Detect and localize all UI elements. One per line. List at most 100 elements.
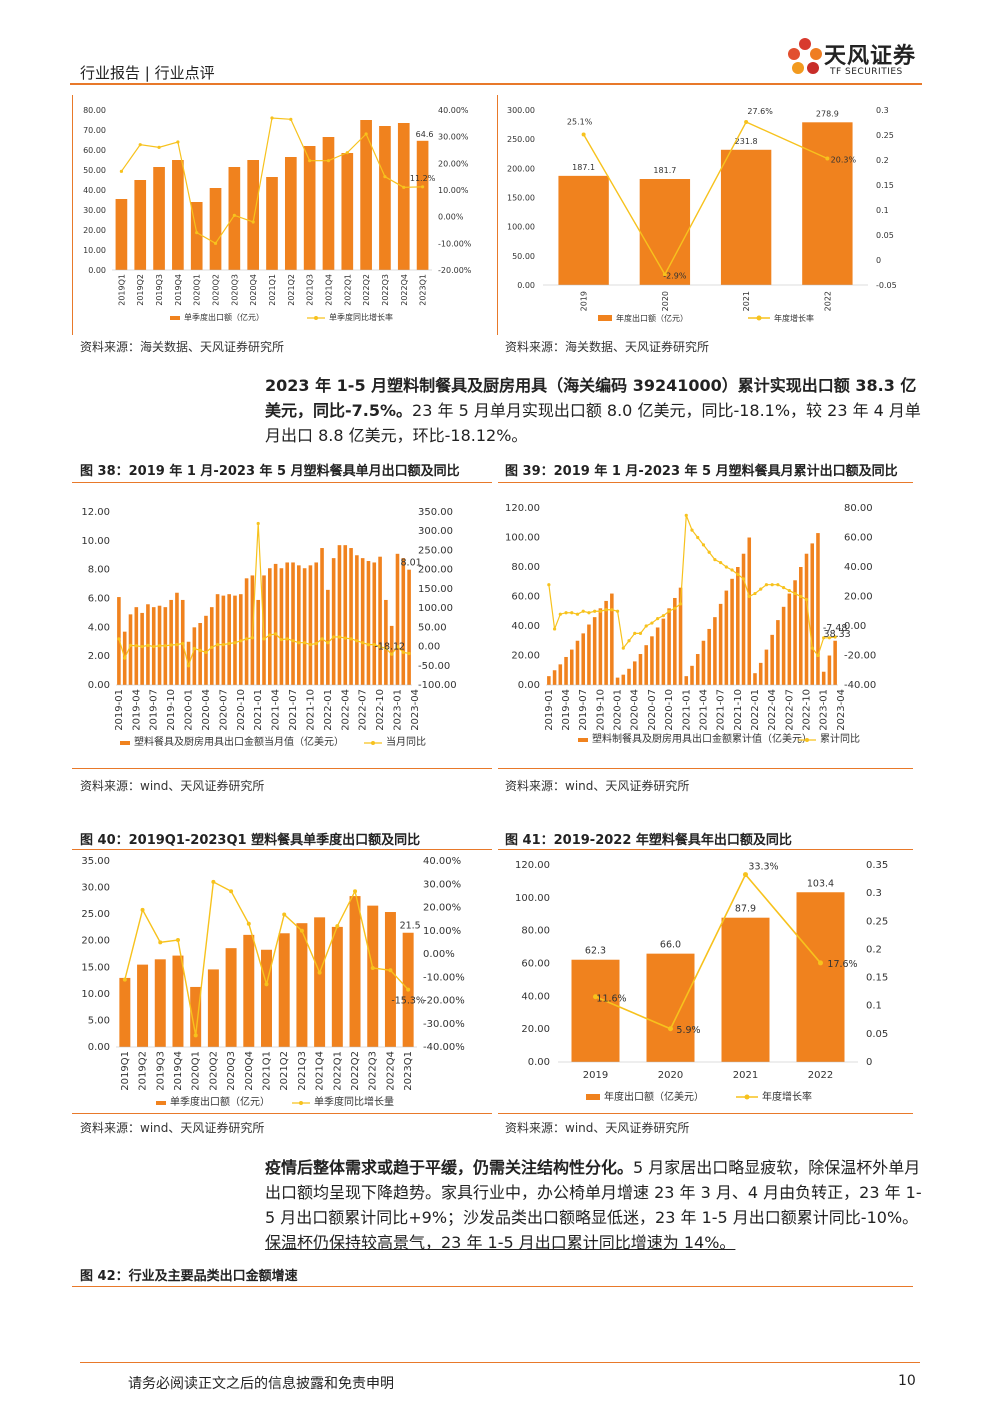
bar (360, 120, 372, 270)
x-tick: 2022Q3 (368, 1051, 379, 1091)
line-point (270, 116, 274, 120)
y-tick-right: 0.2 (866, 944, 882, 955)
line-point (192, 646, 196, 651)
x-tick: 2019Q3 (155, 1051, 166, 1091)
bar (547, 676, 551, 685)
y-tick-right: 350.00 (418, 507, 453, 518)
fig38-bottom-rule (72, 768, 492, 769)
x-tick: 2020-07 (218, 689, 229, 731)
fig42-title: 图 42：行业及主要品类出口金额增速 (80, 1269, 298, 1284)
line-point (615, 609, 620, 613)
legend-line-label: 年度增长率 (762, 1090, 812, 1103)
y-tick-left: 8.00 (88, 565, 110, 576)
y-tick-right: 0.2 (876, 156, 889, 165)
legend-bar-swatch (170, 316, 180, 320)
x-tick: 2019-07 (578, 689, 589, 731)
x-tick: 2021-01 (253, 689, 264, 731)
y-tick-right: 30.00% (438, 133, 469, 142)
line-point (239, 639, 243, 643)
x-tick: 2019Q1 (117, 274, 126, 306)
bar (207, 969, 219, 1047)
line-point (337, 635, 342, 639)
bar (256, 599, 260, 685)
bar (134, 180, 147, 270)
line-point (650, 621, 654, 625)
line-point (661, 614, 665, 618)
bar (639, 179, 691, 285)
line-point (420, 185, 425, 189)
bar (644, 645, 648, 685)
x-tick: 2022Q1 (332, 1051, 343, 1091)
fig41-title: 图 41：2019-2022 年塑料餐具年出口额及同比 (505, 833, 792, 848)
y-tick-left: 20.00 (83, 226, 106, 235)
chart-fig40: 0.00 5.00 10.00 15.00 20.00 25.00 30.00 35.00 -4… (72, 852, 492, 1112)
line-point (678, 602, 683, 606)
line-point (256, 521, 260, 526)
legend-bar-swatch (156, 1101, 166, 1105)
line-point (383, 175, 387, 179)
source-top-left: 资料来源：海关数据、天风证券研究所 (80, 340, 285, 354)
x-tick: 2022-04 (767, 689, 778, 731)
bar (343, 545, 348, 685)
y-tick-right: 0.1 (876, 206, 889, 215)
bar (724, 590, 729, 685)
line-point (227, 641, 231, 646)
line-point (570, 611, 574, 615)
x-tick: 2023-04 (836, 689, 847, 731)
bar (355, 555, 359, 685)
y-tick-left: 25.00 (81, 909, 110, 920)
line-point (213, 241, 218, 245)
line-point (361, 641, 365, 645)
y-tick-left: 0.00 (88, 1042, 110, 1053)
bar (661, 618, 666, 685)
bar (592, 617, 597, 685)
bar (261, 949, 272, 1047)
bar (285, 562, 290, 685)
x-tick: 2021Q3 (297, 1051, 308, 1091)
line-point (204, 650, 208, 654)
fig40-title: 图 40：2019Q1-2023Q1 塑料餐具单季度出口额及同比 (80, 833, 421, 848)
bar (401, 558, 406, 685)
x-tick: 2020 (658, 1070, 683, 1081)
line-point (701, 543, 706, 547)
series-line (595, 873, 822, 1030)
legend-line-label: 单季度同比增长率 (329, 312, 393, 322)
y-tick-right: -50.00 (418, 661, 450, 672)
bar (266, 177, 278, 270)
x-tick: 2022-07 (784, 689, 795, 731)
line-point (581, 609, 585, 613)
bar (397, 123, 410, 270)
line-point (799, 594, 803, 599)
bar (320, 548, 324, 685)
y-tick-right: 0.25 (876, 131, 894, 140)
x-tick: 2023-04 (410, 689, 421, 731)
paragraph-demand: 疫情后整体需求或趋于平缓，仍需关注结构性分化。5 月家居出口略显疲软，除保温杯外… (265, 1155, 925, 1255)
line-point (250, 636, 254, 640)
bar (119, 977, 131, 1047)
bar (721, 917, 770, 1062)
chart-fig38: 0.00 2.00 4.00 6.00 8.00 10.00 12.00 -100.00 -50… (72, 495, 492, 755)
bar (244, 578, 249, 685)
frame-right (497, 95, 498, 335)
legend-bar-swatch (598, 315, 612, 321)
y-tick-left: 80.00 (521, 926, 550, 937)
line-point (175, 938, 180, 943)
line-point (285, 637, 289, 641)
line-point (303, 641, 307, 645)
brand-name-cn: 天风证券 (824, 44, 917, 69)
fig40-title-rule (72, 849, 492, 850)
x-tick: 2019Q1 (120, 1051, 131, 1091)
y-tick-left: 60.00 (521, 959, 550, 970)
x-tick: 2019 (583, 1070, 608, 1081)
y-tick-left: 40.00 (83, 186, 106, 195)
y-tick-right: 0.00 (844, 621, 866, 632)
x-tick: 2019 (580, 291, 589, 311)
x-tick: 2021Q1 (268, 274, 277, 306)
line-point (667, 609, 671, 613)
line-point (332, 635, 336, 639)
line-point (198, 648, 202, 652)
y-tick-right: 10.00% (423, 926, 461, 937)
y-tick-left: 100.00 (507, 223, 535, 232)
line-point (279, 638, 284, 642)
brand-logo: 天风证券 TF SECURITIES (786, 36, 926, 86)
